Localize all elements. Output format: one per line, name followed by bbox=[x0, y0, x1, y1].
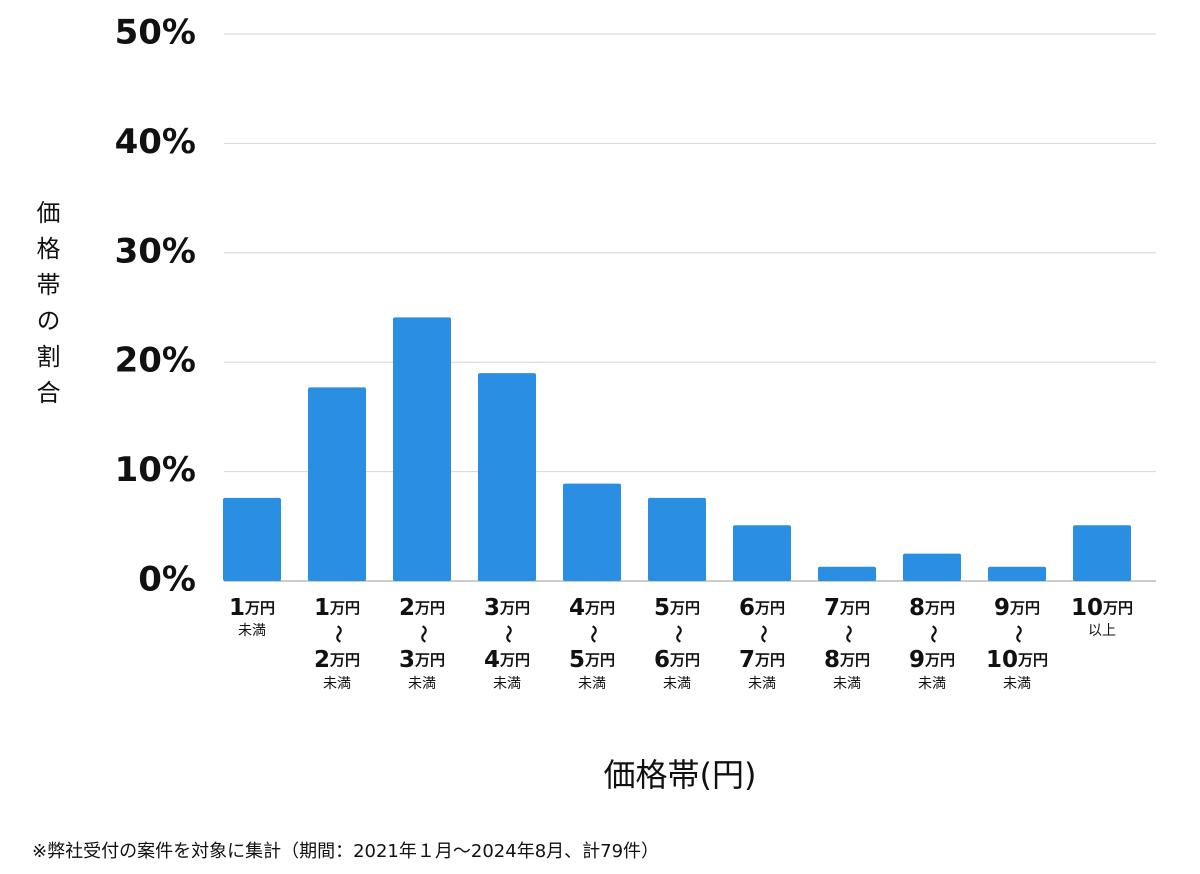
x-tick-label: 未満 bbox=[748, 676, 776, 692]
x-tick-label: 〜 bbox=[1007, 625, 1028, 643]
x-tick-label: 未満 bbox=[578, 676, 606, 692]
bar bbox=[223, 497, 281, 581]
x-tick-label: 1万円 bbox=[229, 595, 275, 621]
bar bbox=[478, 373, 536, 581]
bar bbox=[988, 566, 1046, 581]
bar bbox=[308, 387, 366, 581]
bar bbox=[903, 553, 961, 581]
x-tick-label: 〜 bbox=[412, 625, 433, 643]
bar bbox=[563, 483, 621, 581]
x-tick-label: 4万円 bbox=[569, 595, 615, 621]
x-tick-label: 1万円 bbox=[314, 595, 360, 621]
x-tick-label: 〜 bbox=[327, 625, 348, 643]
bar bbox=[818, 566, 876, 581]
y-tick-label: 50% bbox=[115, 13, 196, 53]
x-tick-label: 2万円 bbox=[399, 595, 445, 621]
footnote: ※弊社受付の案件を対象に集計（期間：2021年１月〜2024年8月、計79件） bbox=[32, 841, 659, 862]
x-tick-label: 〜 bbox=[582, 625, 603, 643]
x-tick-label: 4万円 bbox=[484, 647, 530, 673]
x-tick-label: 5万円 bbox=[654, 595, 700, 621]
x-tick-label: 10万円 bbox=[1071, 595, 1133, 621]
x-tick-label: 未満 bbox=[408, 676, 436, 692]
y-tick-label: 40% bbox=[115, 122, 196, 162]
x-tick-label: 未満 bbox=[1003, 676, 1031, 692]
x-tick-label: 3万円 bbox=[484, 595, 530, 621]
x-tick-label: 2万円 bbox=[314, 647, 360, 673]
x-axis-label: 価格帯(円) bbox=[604, 756, 757, 794]
x-tick-label: 〜 bbox=[497, 625, 518, 643]
x-tick-label: 9万円 bbox=[909, 647, 955, 673]
x-tick-label: 7万円 bbox=[739, 647, 785, 673]
bar bbox=[1073, 525, 1131, 581]
y-tick-label: 10% bbox=[115, 450, 196, 490]
x-tick-label: 〜 bbox=[667, 625, 688, 643]
x-tick-label: 9万円 bbox=[994, 595, 1040, 621]
x-tick-label: 未満 bbox=[918, 676, 946, 692]
x-tick-label: 5万円 bbox=[569, 647, 615, 673]
bar bbox=[393, 317, 451, 581]
x-tick-label: 未満 bbox=[493, 676, 521, 692]
x-tick-label: 3万円 bbox=[399, 647, 445, 673]
bar bbox=[648, 497, 706, 581]
x-tick-label: 7万円 bbox=[824, 595, 870, 621]
x-tick-label: 未満 bbox=[323, 676, 351, 692]
x-tick-label: 未満 bbox=[663, 676, 691, 692]
x-tick-label: 〜 bbox=[837, 625, 858, 643]
bar bbox=[733, 525, 791, 581]
x-tick-label: 〜 bbox=[752, 625, 773, 643]
x-tick-label: 8万円 bbox=[909, 595, 955, 621]
x-tick-label: 〜 bbox=[922, 625, 943, 643]
x-tick-label: 6万円 bbox=[654, 647, 700, 673]
x-tick-label: 6万円 bbox=[739, 595, 785, 621]
x-tick-label: 未満 bbox=[238, 623, 266, 639]
x-tick-label: 以上 bbox=[1088, 623, 1116, 639]
y-tick-label: 30% bbox=[115, 231, 196, 271]
x-tick-label: 8万円 bbox=[824, 647, 870, 673]
x-tick-label: 未満 bbox=[833, 676, 861, 692]
x-tick-label: 10万円 bbox=[986, 647, 1048, 673]
y-tick-label: 0% bbox=[138, 560, 196, 600]
y-tick-label: 20% bbox=[115, 341, 196, 381]
y-axis-label: 価格帯の割合 bbox=[32, 200, 60, 416]
